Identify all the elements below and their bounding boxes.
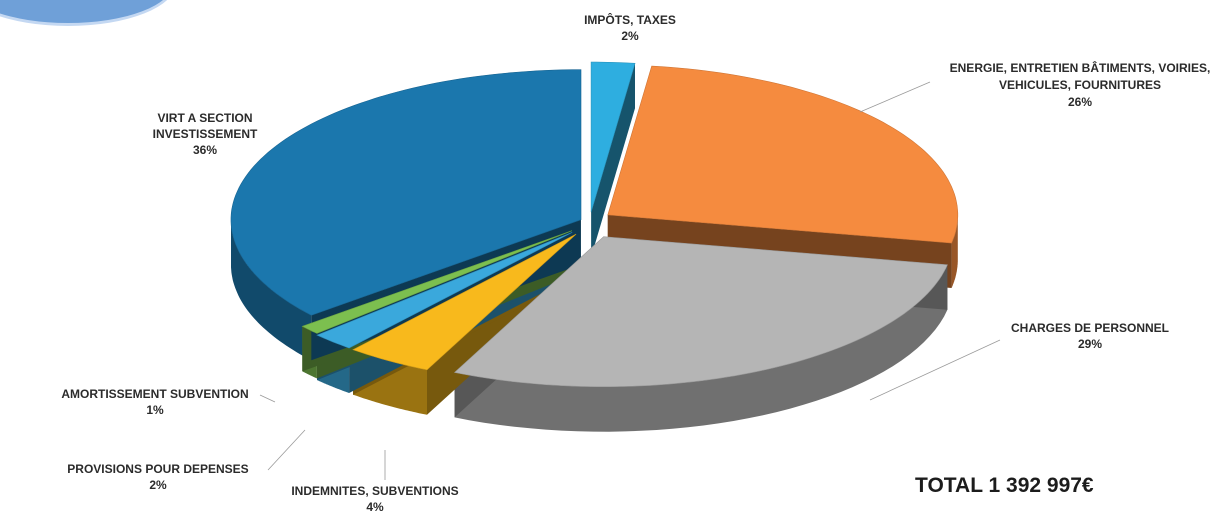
slice-label-amortissement: AMORTISSEMENT SUBVENTION 1%: [30, 386, 280, 418]
slice-label-provisions: PROVISIONS POUR DEPENSES 2%: [38, 461, 278, 493]
slice-label-impots-value: 2%: [621, 29, 639, 43]
pie-slice-virt-investissement: [230, 69, 582, 316]
slice-label-energie-name: ENERGIE, ENTRETIEN BÂTIMENTS, VOIRIES, V…: [949, 61, 1211, 92]
pie-slice-energie: [607, 65, 959, 244]
slice-label-impots-name: IMPÔTS, TAXES: [584, 13, 676, 27]
slice-label-charges: CHARGES DE PERSONNEL 29%: [985, 320, 1195, 352]
chart-total: TOTAL 1 392 997€: [915, 474, 1094, 497]
pie-side-energie: [951, 214, 958, 288]
pie-side-virt-investissement: [231, 219, 312, 361]
pie-edge-impots-1: [591, 63, 635, 258]
pie-slice-indemnites: [352, 233, 577, 371]
slice-label-provisions-value: 2%: [149, 478, 167, 492]
slice-label-impots: IMPÔTS, TAXES 2%: [560, 12, 700, 44]
slice-label-provisions-name: PROVISIONS POUR DEPENSES: [67, 462, 249, 476]
slice-label-charges-name: CHARGES DE PERSONNEL: [1010, 321, 1170, 335]
slice-label-virt-investissement-value: 36%: [192, 143, 218, 157]
slice-label-energie-value: 26%: [1067, 95, 1093, 109]
slice-label-energie: ENERGIE, ENTRETIEN BÂTIMENTS, VOIRIES, V…: [930, 60, 1228, 110]
slice-label-virt-investissement-name: VIRT A SECTION INVESTISSEMENT: [152, 111, 258, 141]
leader-line-4: [259, 394, 276, 403]
leader-line-3: [267, 429, 306, 471]
slice-label-indemnites: INDEMNITES, SUBVENTIONS 4%: [260, 483, 490, 513]
pie-slice-charges: [453, 236, 948, 387]
leader-line-1: [869, 339, 1001, 401]
pie-slice-impots: [590, 61, 636, 213]
slice-label-amortissement-name: AMORTISSEMENT SUBVENTION: [61, 387, 249, 401]
slice-label-amortissement-value: 1%: [146, 403, 164, 417]
slice-label-charges-value: 29%: [1077, 337, 1103, 351]
pie-slice-provisions: [316, 232, 573, 349]
slice-label-indemnites-value: 4%: [366, 500, 384, 513]
leader-line-0: [859, 81, 931, 113]
slice-label-virt-investissement: VIRT A SECTION INVESTISSEMENT 36%: [120, 110, 290, 158]
pie-side-charges: [454, 264, 948, 432]
pie-slice-amortissement: [301, 230, 573, 334]
slice-label-indemnites-name: INDEMNITES, SUBVENTIONS: [291, 484, 459, 498]
